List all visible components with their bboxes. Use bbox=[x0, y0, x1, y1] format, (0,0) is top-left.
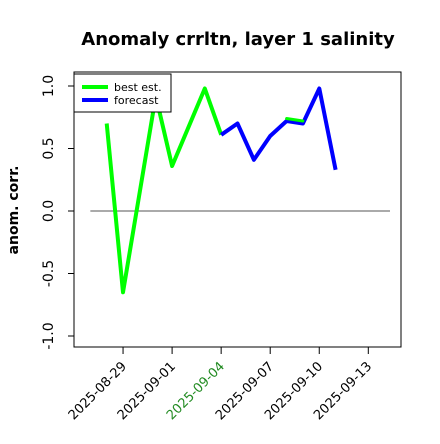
y-axis-label: anom. corr. bbox=[6, 166, 22, 255]
legend-label: forecast bbox=[114, 94, 159, 107]
y-axis: -1.0 -0.5 0.0 0.5 1.0 bbox=[41, 75, 75, 350]
y-tick-label: 1.0 bbox=[41, 75, 57, 97]
legend-label: best est. bbox=[114, 81, 162, 94]
y-tick-label: -1.0 bbox=[41, 322, 57, 349]
x-axis: 2025-08-292025-09-012025-09-042025-09-07… bbox=[66, 346, 375, 423]
chart-title: Anomaly crrltn, layer 1 salinity bbox=[81, 29, 395, 50]
series-overlay-segment bbox=[285, 117, 305, 123]
series-line-forecast bbox=[220, 86, 338, 171]
y-tick-label: -0.5 bbox=[41, 260, 57, 287]
y-tick-label: 0.5 bbox=[41, 137, 57, 159]
plot-frame bbox=[73, 71, 402, 348]
series-line-best-est bbox=[104, 86, 224, 295]
legend: best est.forecast bbox=[73, 73, 172, 113]
y-tick-label: 0.0 bbox=[41, 200, 57, 222]
legend-box bbox=[73, 73, 172, 113]
series-layer bbox=[104, 86, 338, 295]
